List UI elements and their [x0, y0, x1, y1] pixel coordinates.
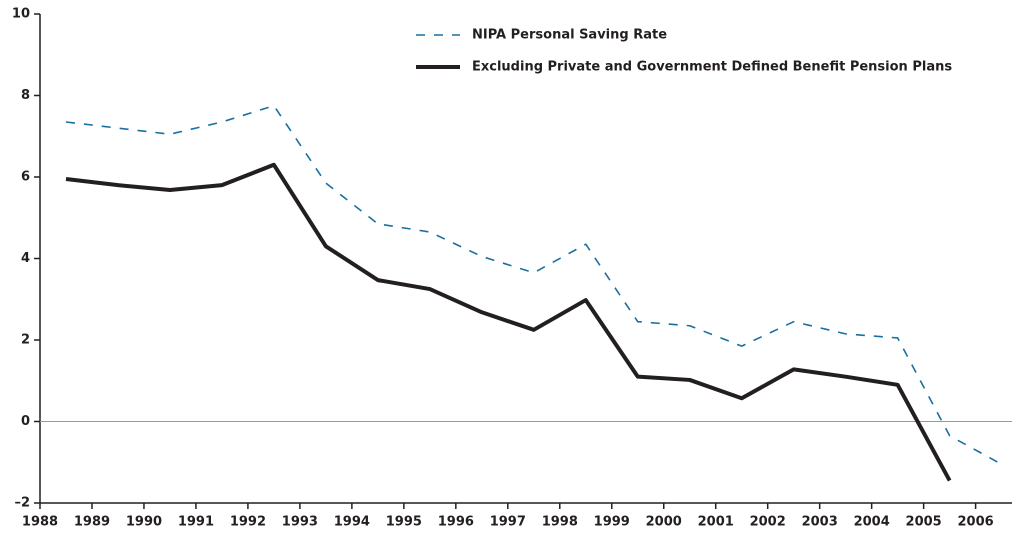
x-tick-label: 1990	[126, 515, 162, 530]
x-tick-label: 2006	[958, 515, 994, 530]
legend-label: Excluding Private and Government Defined…	[472, 60, 952, 75]
y-tick-label: 0	[21, 414, 30, 429]
x-tick-label: 2003	[802, 515, 838, 530]
y-tick-label: 8	[21, 88, 30, 103]
x-tick-label: 1991	[178, 515, 214, 530]
x-tick-label: 1995	[386, 515, 422, 530]
x-tick-label: 1999	[594, 515, 630, 530]
x-tick-label: 2004	[854, 515, 890, 530]
series-line	[65, 104, 1002, 465]
y-tick-label: –2	[14, 496, 30, 511]
x-tick-label: 2001	[698, 515, 734, 530]
y-tick-label: 4	[21, 251, 30, 266]
x-tick-label: 1994	[334, 515, 370, 530]
x-tick-label: 1992	[230, 515, 266, 530]
series-line	[65, 162, 952, 482]
x-tick-label: 1993	[282, 515, 318, 530]
y-tick-label: 6	[21, 170, 30, 185]
legend-label: NIPA Personal Saving Rate	[472, 28, 667, 43]
x-tick-label: 1998	[542, 515, 578, 530]
x-tick-label: 2005	[906, 515, 942, 530]
x-tick-label: 1997	[490, 515, 526, 530]
y-tick-label: 2	[21, 333, 30, 348]
x-tick-label: 2000	[646, 515, 682, 530]
x-tick-label: 2002	[750, 515, 786, 530]
y-tick-label: 10	[12, 7, 30, 22]
x-tick-label: 1988	[22, 515, 58, 530]
x-tick-label: 1989	[74, 515, 110, 530]
x-tick-label: 1996	[438, 515, 474, 530]
